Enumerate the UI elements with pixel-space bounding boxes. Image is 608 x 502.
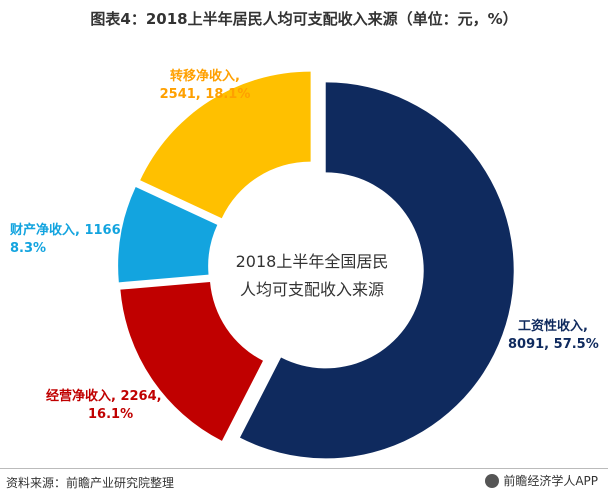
donut-slice-3 bbox=[140, 71, 311, 219]
data-label-property-income-name: 财产净收入, 1166, bbox=[10, 223, 126, 238]
data-label-transfer-income-value: 2541, 18.1% bbox=[159, 87, 251, 102]
footer-divider bbox=[0, 468, 608, 469]
donut-slice-1 bbox=[120, 281, 263, 441]
data-label-transfer-income: 转移净收入, 2541, 18.1% bbox=[150, 68, 260, 104]
data-label-business-income: 经营净收入, 2264, 16.1% bbox=[46, 388, 186, 424]
donut-slice-0 bbox=[239, 82, 514, 459]
brand-logo-icon bbox=[485, 473, 500, 488]
source-note: 资料来源：前瞻产业研究院整理 bbox=[6, 476, 175, 490]
center-label: 2018上半年全国居民 人均可支配收入来源 bbox=[222, 248, 402, 304]
data-label-property-income-value: 8.3% bbox=[10, 241, 47, 256]
donut-slice-2 bbox=[118, 186, 218, 283]
brand-name: 前瞻经济学人APP bbox=[503, 474, 598, 488]
brand-mark: 前瞻经济学人APP bbox=[485, 472, 598, 489]
chart-title: 图表4：2018上半年居民人均可支配收入来源（单位：元，%） bbox=[90, 10, 518, 28]
center-label-line-2: 人均可支配收入来源 bbox=[239, 280, 384, 299]
data-label-property-income: 财产净收入, 1166, 8.3% bbox=[10, 222, 140, 258]
data-label-wage-income-value: 8091, 57.5% bbox=[508, 337, 599, 352]
data-label-wage-income-name: 工资性收入, bbox=[518, 319, 588, 334]
center-label-line-1: 2018上半年全国居民 bbox=[235, 252, 389, 271]
data-label-transfer-income-name: 转移净收入, bbox=[170, 69, 240, 84]
data-label-business-income-name: 经营净收入, 2264, bbox=[46, 389, 162, 404]
data-label-business-income-value: 16.1% bbox=[88, 407, 134, 422]
data-label-wage-income: 工资性收入, 8091, 57.5% bbox=[508, 318, 608, 354]
